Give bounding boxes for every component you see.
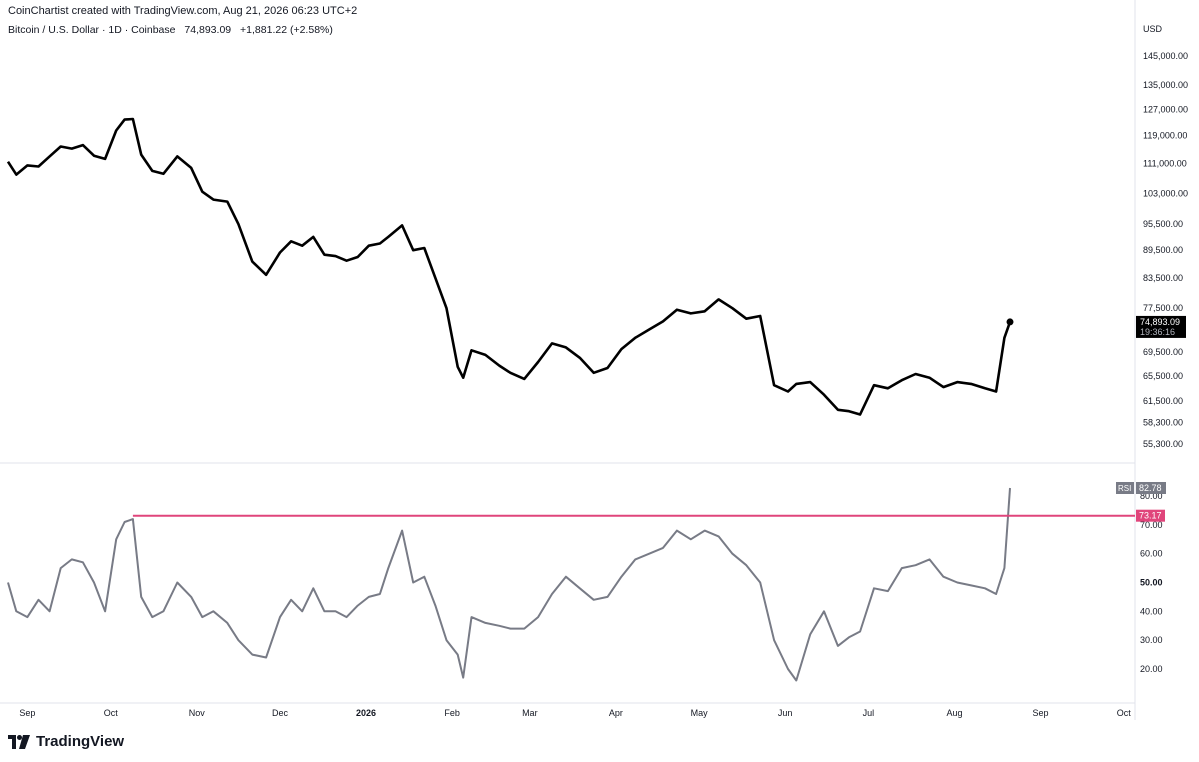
- time-tick-label: Feb: [444, 708, 460, 718]
- time-tick-label: 2026: [356, 708, 376, 718]
- price-axis[interactable]: 145,000.00 135,000.00 127,000.00 119,000.00…: [1143, 51, 1188, 449]
- time-tick-label: Dec: [272, 708, 289, 718]
- tradingview-brand[interactable]: TradingView: [8, 733, 124, 750]
- time-tick-label: Oct: [104, 708, 119, 718]
- price-tick-label: 69,500.00: [1143, 347, 1183, 357]
- price-tick-label: 103,000.00: [1143, 189, 1188, 199]
- rsi-tick-label: 40.00: [1140, 606, 1163, 616]
- time-tick-label: Nov: [189, 708, 206, 718]
- price-line[interactable]: [6, 117, 1012, 416]
- last-price-dot[interactable]: [1006, 318, 1014, 326]
- rsi-tick-label: 60.00: [1140, 549, 1163, 559]
- price-change-text: +1,881.22 (+2.58%): [240, 24, 333, 36]
- time-axis[interactable]: Sep Oct Nov Dec 2026 Feb Mar Apr May Jun Jul Aug Sep…: [19, 708, 1131, 718]
- rsi-tick-label: 20.00: [1140, 664, 1163, 674]
- currency-label: USD: [1143, 24, 1163, 34]
- rsi-tick-label: 30.00: [1140, 635, 1163, 645]
- price-tick-label: 95,500.00: [1143, 219, 1183, 229]
- time-tick-label: Mar: [522, 708, 538, 718]
- last-price-badge: [1136, 315, 1186, 338]
- rsi-name-badge: [1116, 482, 1134, 494]
- price-tick-label: 135,000.00: [1143, 80, 1188, 90]
- price-tick-label: 127,000.00: [1143, 104, 1188, 114]
- rsi-value-badge: [1136, 482, 1166, 494]
- time-tick-label: May: [691, 708, 709, 718]
- time-tick-label: Jun: [778, 708, 793, 718]
- price-tick-label: 145,000.00: [1143, 51, 1188, 61]
- price-tick-label: 83,500.00: [1143, 273, 1183, 283]
- time-tick-label: Oct: [1117, 708, 1132, 718]
- price-tick-label: 111,000.00: [1143, 159, 1187, 169]
- rsi-tick-label: 50.00: [1140, 578, 1163, 588]
- rsi-tick-label: 70.00: [1140, 520, 1163, 530]
- time-tick-label: Sep: [19, 708, 35, 718]
- rsi-value-label: 82.78: [1139, 483, 1162, 493]
- brand-name: TradingView: [36, 733, 125, 750]
- price-tick-label: 77,500.00: [1143, 303, 1183, 313]
- time-tick-label: Apr: [609, 708, 623, 718]
- rsi-reference-label: 73.17: [1139, 511, 1162, 521]
- time-tick-label: Sep: [1033, 708, 1049, 718]
- price-tick-label: 55,300.00: [1143, 439, 1183, 449]
- symbol-info: Bitcoin / U.S. Dollar · 1D · Coinbase 74…: [8, 24, 339, 36]
- attribution-text: CoinChartist created with TradingView.co…: [8, 5, 358, 17]
- price-tick-label: 58,300.00: [1143, 418, 1183, 428]
- tradingview-logo-icon: [8, 734, 30, 749]
- rsi-name-label: RSI: [1118, 484, 1131, 493]
- rsi-axis[interactable]: 80.00 70.00 60.00 50.00 40.00 30.00 20.00: [1140, 491, 1163, 674]
- price-tick-label: 89,500.00: [1143, 245, 1183, 255]
- time-tick-label: Aug: [946, 708, 962, 718]
- rsi-line[interactable]: [7, 487, 1011, 682]
- last-price-label: 74,893.09: [1140, 317, 1180, 327]
- countdown-label: 19:36:16: [1140, 327, 1175, 337]
- symbol-title: Bitcoin / U.S. Dollar · 1D · Coinbase: [8, 24, 176, 36]
- price-tick-label: 61,500.00: [1143, 396, 1183, 406]
- time-tick-label: Jul: [863, 708, 875, 718]
- last-price-text: 74,893.09: [184, 24, 232, 36]
- price-tick-label: 119,000.00: [1143, 131, 1187, 141]
- rsi-tick-label: 80.00: [1140, 491, 1163, 501]
- price-tick-label: 65,500.00: [1143, 371, 1183, 381]
- rsi-reference-badge: [1136, 509, 1165, 522]
